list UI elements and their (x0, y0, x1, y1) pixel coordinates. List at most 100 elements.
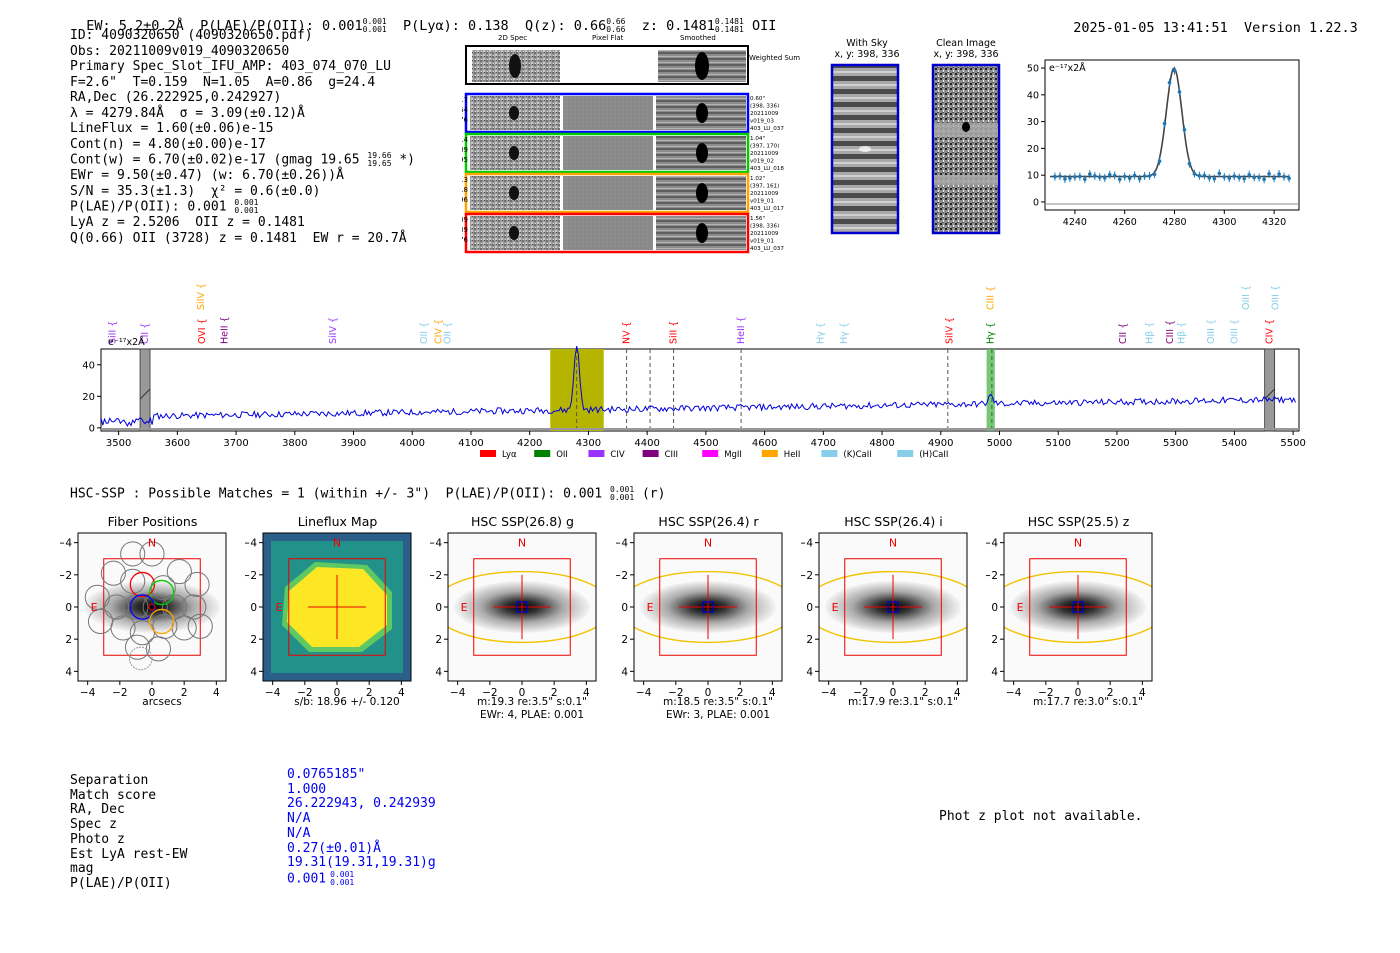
spectrum-xtick: 3600 (165, 438, 190, 449)
legend-swatch (642, 450, 659, 457)
line-fit-point (1083, 177, 1087, 182)
spectrum-line-label: SiIV { (945, 317, 956, 344)
match-label: Est LyA rest-EW (70, 846, 188, 862)
match-value: N/A (287, 811, 311, 827)
line-fit-point (1247, 172, 1251, 177)
line-fit-point (1187, 161, 1192, 166)
spectrum-ytick: 40 (82, 360, 95, 371)
match-labels: Separation Match score RA, Dec Spec z Photo … (70, 773, 188, 892)
line-fit-xtick: 4260 (1113, 217, 1137, 228)
line-fit-point (1063, 177, 1067, 181)
spectrum-xtick: 5200 (1104, 438, 1129, 449)
axis-tick: −4 (265, 687, 281, 699)
axis-tick: 4 (583, 687, 590, 699)
axis-tick: −2 (1038, 687, 1053, 699)
hsc-panel-title: HSC SSP(26.4) r (658, 514, 759, 529)
spectrum-line-label: CIV { (1265, 319, 1276, 344)
spec2d-row-meta: 1.56" (750, 216, 765, 222)
spec2d-row-stat: 1.18 (462, 186, 468, 194)
axis-tick: 0 (250, 602, 257, 614)
line-fit-point (1252, 175, 1256, 180)
line-fit-xtick: 4240 (1063, 217, 1087, 228)
axis-tick: 2 (435, 634, 442, 646)
axis-tick: 0 (435, 602, 442, 614)
info-radec: RA,Dec (26.222925,0.242927) (70, 90, 282, 105)
spec2d-row-meta: 403_LU_037 (750, 126, 784, 132)
hsc-panel-caption: m:18.5 re:3.5" s:0.1" (663, 696, 773, 708)
axis-tick: −4 (616, 538, 628, 550)
axis-tick: 2 (366, 687, 373, 699)
spectrum-line-label: Hγ { (839, 322, 850, 344)
hsc-panel-image: N E −4 4 −2 2 0 0 2 −2 4 −4 (430, 532, 597, 699)
line-fit-point (1272, 176, 1276, 180)
match-label: RA, Dec (70, 802, 125, 818)
spectrum-xtick: 5400 (1222, 438, 1247, 449)
spec2d-row-stat: 095 (462, 156, 468, 164)
axis-tick: −2 (853, 687, 868, 699)
info-q: Q(0.66) OII (3728) z = 0.1481 EW r = 20.… (70, 230, 407, 246)
spec2d-col-header: Pixel Flat (592, 34, 624, 42)
line-fit-point (1132, 173, 1137, 178)
spectrum-xtick: 4100 (458, 438, 483, 449)
spec2d-row-meta: 0.60" (750, 96, 765, 102)
line-fit-point (1112, 173, 1117, 178)
axis-tick: −2 (986, 570, 998, 582)
spectrum-line-label: SiII { (669, 321, 680, 344)
north-label: N (704, 536, 712, 549)
line-fit-xtick: 4300 (1212, 217, 1236, 228)
spec2d-row-meta: 20211009 (750, 231, 779, 237)
axis-tick: −2 (112, 687, 127, 699)
aperture-ellipse (448, 570, 596, 644)
spectrum-xtick: 3700 (223, 438, 248, 449)
spectrum-line-label: HeII { (219, 316, 230, 344)
axis-tick: 4 (769, 687, 776, 699)
spectrum-line-label: SiII { (108, 321, 119, 344)
line-fit-point (1202, 173, 1207, 178)
search-box (1029, 558, 1127, 656)
detection-marker (516, 601, 528, 613)
header-qz: Q(z): 0.66 (524, 18, 607, 34)
axis-tick: 2 (250, 634, 257, 646)
line-fit-point (1167, 80, 1172, 85)
line-fit-ytick: 20 (1027, 144, 1039, 155)
hsc-panel-caption: m:17.7 re:3.0" s:0.1" (1033, 696, 1143, 708)
line-fit-point (1078, 174, 1082, 179)
masked-region (139, 348, 151, 432)
axis-tick: 0 (705, 687, 712, 699)
line-fit-point (1068, 176, 1072, 180)
axis-tick: 2 (991, 634, 998, 646)
legend-label: CIII (665, 450, 678, 460)
spectrum-line-label: Hγ { (986, 322, 997, 344)
spec2d-row-meta: 403_LU_037 (750, 246, 784, 252)
hsc-panel-title: HSC SSP(26.4) i (844, 514, 943, 529)
line-fit-point (1232, 174, 1237, 179)
spectrum-line-label: OVI { (197, 318, 208, 344)
axis-tick: −4 (430, 538, 442, 550)
clean-image-title: Clean Image x, y: 398, 336 (933, 38, 999, 60)
match-label: Separation (70, 773, 149, 788)
axis-tick: 4 (806, 666, 813, 678)
spectrum-line-label: OII { (442, 322, 453, 344)
hsc-title: HSC-SSP : Possible Matches = 1 (within +… (70, 485, 666, 502)
legend-label: OII (556, 450, 568, 460)
spectrum-line-label: CIV { (434, 319, 445, 344)
match-label: Match score (70, 787, 157, 803)
axis-tick: 4 (435, 666, 442, 678)
spectrum-xtick: 5500 (1280, 438, 1305, 449)
header-z: z: 0.1481 (641, 18, 715, 34)
line-fit-point (1142, 174, 1147, 178)
fiber-circle (184, 571, 210, 598)
spectrum-xtick: 4900 (928, 438, 953, 449)
fiber-circle (139, 541, 165, 567)
spectrum-xtick: 3900 (341, 438, 366, 449)
north-label: N (518, 536, 526, 549)
north-label: N (333, 536, 341, 549)
aperture-ellipse (1004, 570, 1152, 644)
search-box (473, 558, 571, 656)
info-lineflux: LineFlux = 1.60(±0.06)e-15 (70, 121, 274, 136)
axis-tick: −4 (821, 687, 837, 699)
spectrum-axes (100, 348, 1300, 432)
header-z-bounds: 0.1481 0.1481 (714, 17, 744, 34)
spec2d-row-stat: 1.09 (462, 146, 468, 154)
sky-cutouts (830, 63, 1001, 235)
